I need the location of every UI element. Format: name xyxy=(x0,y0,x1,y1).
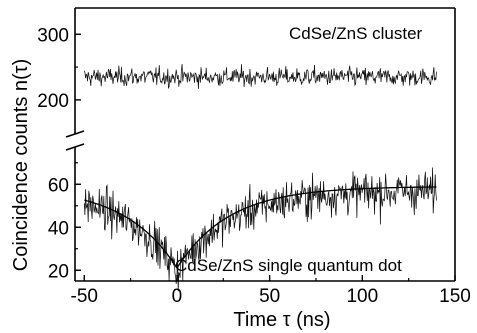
x-tick-label: 150 xyxy=(439,286,471,307)
y-axis-title: Coincidence counts n(τ) xyxy=(10,59,32,271)
upper-y-tick-label: 300 xyxy=(37,25,69,46)
upper-y-tick-label: 200 xyxy=(37,91,69,112)
lower-y-tick-label: 40 xyxy=(48,218,69,239)
x-axis-title: Time τ (ns) xyxy=(233,309,330,331)
x-axis: -50 0 50 100 150 xyxy=(71,275,471,307)
upper-data-trace xyxy=(83,64,437,90)
lower-panel-annotation: CdSe/ZnS single quantum dot xyxy=(175,256,402,275)
x-tick-label: 100 xyxy=(346,286,378,307)
x-tick-label: 50 xyxy=(259,286,280,307)
lower-y-tick-label: 60 xyxy=(48,175,69,196)
axis-break-mark-bottom xyxy=(65,143,85,151)
lower-panel: CdSe/ZnS single quantum dot 20 40 60 xyxy=(48,162,437,292)
x-tick-label: 0 xyxy=(172,286,183,307)
x-tick-label: -50 xyxy=(71,286,98,307)
lower-y-tick-label: 20 xyxy=(48,261,69,282)
chart-frame xyxy=(65,7,456,282)
upper-panel: CdSe/ZnS cluster 200 300 xyxy=(37,24,437,112)
lower-data-trace xyxy=(83,167,437,292)
lower-fit-curve xyxy=(84,186,437,270)
upper-panel-annotation: CdSe/ZnS cluster xyxy=(289,24,423,43)
axis-break-mark-top xyxy=(65,130,85,138)
